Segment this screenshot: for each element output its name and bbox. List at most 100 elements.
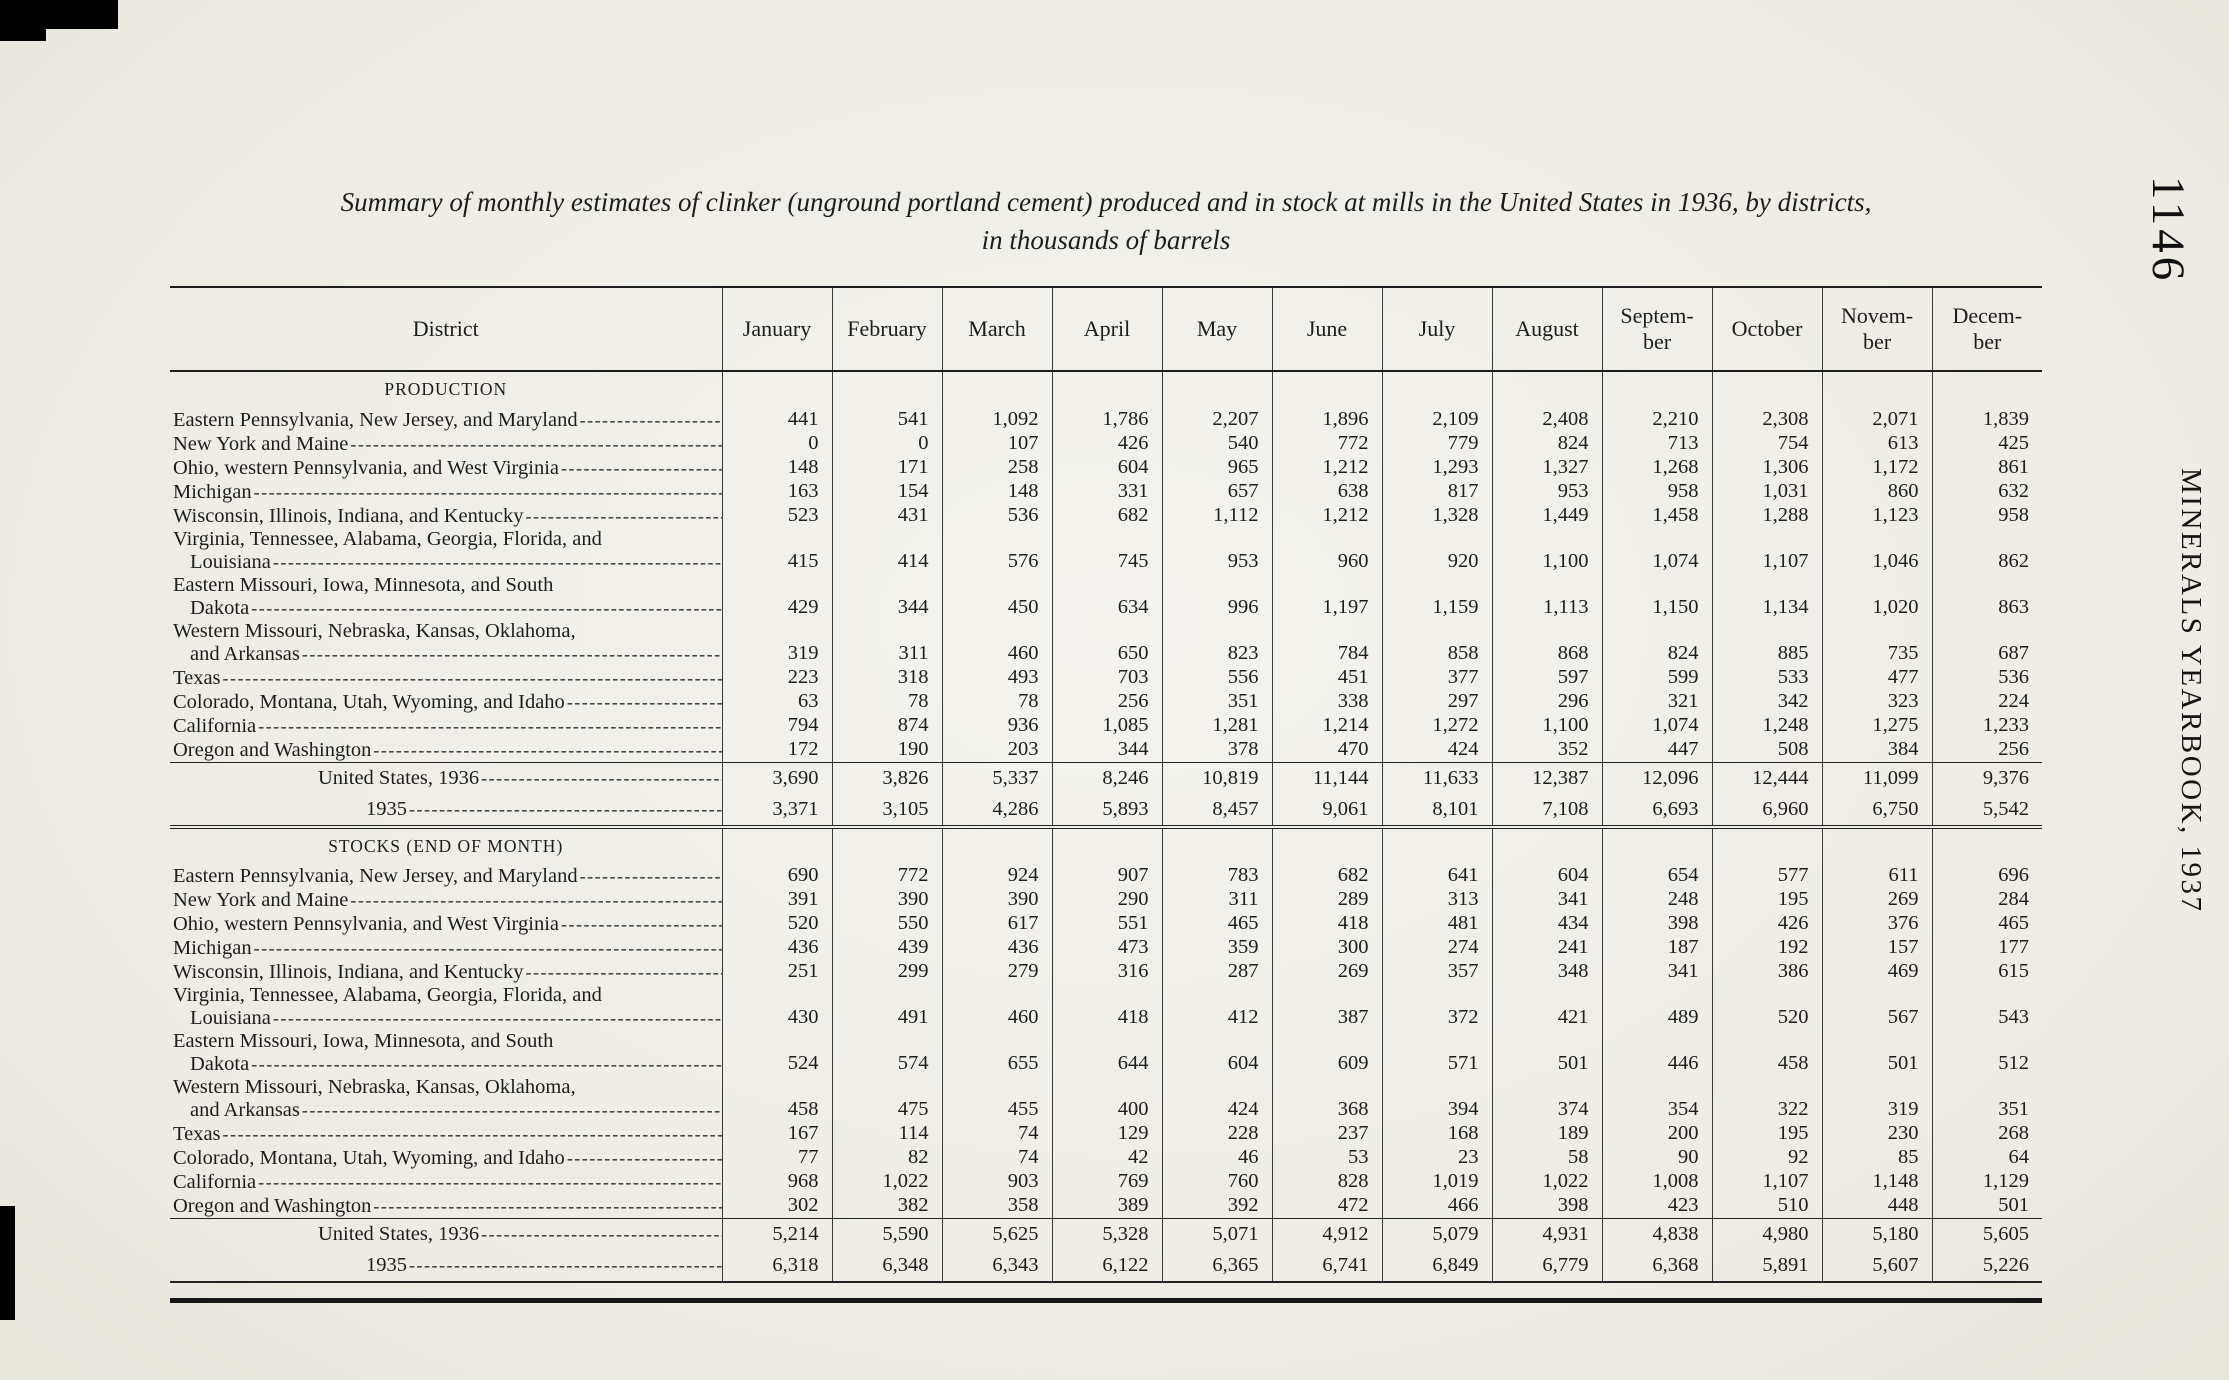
- value-cell: 1,092: [941, 407, 1052, 432]
- value-cell: 466: [1381, 1193, 1492, 1219]
- section-heading: STOCKS (END OF MONTH): [328, 835, 564, 856]
- value-cell: 655: [941, 1029, 1052, 1076]
- table-title: Summary of monthly estimates of clinker …: [170, 184, 2042, 260]
- totals-value-cell: 5,214: [721, 1217, 832, 1250]
- district-row: Wisconsin, Illinois, Indiana, and Kentuc…: [170, 959, 2042, 984]
- value-cell: 287: [1161, 959, 1272, 984]
- dotted-leader: [559, 457, 722, 480]
- district-name-line1: Eastern Missouri, Iowa, Minnesota, and S…: [173, 1029, 554, 1052]
- column-header-month: Decem-ber: [1931, 285, 2042, 372]
- totals-value-cell: 7,108: [1491, 793, 1602, 829]
- value-cell: 415: [721, 527, 832, 574]
- value-cell: 321: [1601, 689, 1712, 714]
- district-name-cell: Wisconsin, Illinois, Indiana, and Kentuc…: [170, 504, 722, 528]
- value-cell: 491: [831, 983, 942, 1030]
- value-cell: 489: [1601, 983, 1712, 1030]
- value-cell: 384: [1821, 737, 1932, 763]
- totals-value-cell: 6,779: [1491, 1249, 1602, 1283]
- value-cell: 772: [1271, 431, 1382, 456]
- value-cell: 284: [1931, 887, 2042, 912]
- value-cell: 251: [721, 959, 832, 984]
- dotted-leader: [249, 597, 721, 620]
- dotted-leader: [559, 913, 722, 936]
- value-cell: 599: [1601, 665, 1712, 690]
- table-title-line1: Summary of monthly estimates of clinker …: [340, 187, 1872, 217]
- dotted-leader: [221, 1123, 722, 1146]
- value-cell: 78: [831, 689, 942, 714]
- value-cell: 1,197: [1271, 573, 1382, 620]
- scan-artifact-bottom-left: [0, 1206, 15, 1320]
- value-cell: 316: [1051, 959, 1162, 984]
- totals-value-cell: 5,542: [1931, 793, 2042, 829]
- value-cell: 338: [1271, 689, 1382, 714]
- value-cell: 1,288: [1711, 503, 1822, 528]
- value-cell: 1,008: [1601, 1169, 1712, 1194]
- district-name-cell: Eastern Missouri, Iowa, Minnesota, and S…: [170, 1030, 722, 1076]
- column-header-district: District: [170, 285, 722, 372]
- column-header-month: February: [831, 285, 942, 372]
- value-cell: 1,896: [1271, 407, 1382, 432]
- value-cell: 189: [1491, 1121, 1602, 1146]
- column-header-month: June: [1271, 285, 1382, 372]
- column-header-month: March: [941, 285, 1052, 372]
- value-cell: 436: [721, 935, 832, 960]
- value-cell: 907: [1051, 863, 1162, 888]
- value-cell: 924: [941, 863, 1052, 888]
- value-cell: 77: [721, 1145, 832, 1170]
- empty-cell: [1051, 826, 1162, 864]
- empty-cell: [1931, 826, 2042, 864]
- value-cell: 322: [1711, 1075, 1822, 1122]
- value-cell: 1,020: [1821, 573, 1932, 620]
- totals-value-cell: 6,960: [1711, 793, 1822, 829]
- value-cell: 78: [941, 689, 1052, 714]
- value-cell: 378: [1161, 737, 1272, 763]
- totals-value-cell: 11,144: [1271, 761, 1382, 794]
- totals-value-cell: 5,605: [1931, 1217, 2042, 1250]
- value-cell: 154: [831, 479, 942, 504]
- value-cell: 400: [1051, 1075, 1162, 1122]
- value-cell: 779: [1381, 431, 1492, 456]
- district-name-cell: Virginia, Tennessee, Alabama, Georgia, F…: [170, 984, 722, 1030]
- value-cell: 2,308: [1711, 407, 1822, 432]
- value-cell: 868: [1491, 619, 1602, 666]
- totals-label-cell: United States, 1936: [170, 1217, 722, 1250]
- value-cell: 508: [1711, 737, 1822, 763]
- totals-value-cell: 6,849: [1381, 1249, 1492, 1283]
- value-cell: 1,134: [1711, 573, 1822, 620]
- value-cell: 107: [941, 431, 1052, 456]
- value-cell: 745: [1051, 527, 1162, 574]
- value-cell: 510: [1711, 1193, 1822, 1219]
- value-cell: 268: [1931, 1121, 2042, 1146]
- district-name-cell: Western Missouri, Nebraska, Kansas, Okla…: [170, 1076, 722, 1122]
- value-cell: 960: [1271, 527, 1382, 574]
- value-cell: 387: [1271, 983, 1382, 1030]
- value-cell: 1,172: [1821, 455, 1932, 480]
- dotted-leader: [252, 481, 722, 504]
- totals-value-cell: 4,980: [1711, 1217, 1822, 1250]
- value-cell: 824: [1601, 619, 1712, 666]
- totals-value-cell: 6,318: [721, 1249, 832, 1283]
- column-header-month: January: [721, 285, 832, 372]
- district-name-cell: Oregon and Washington: [170, 1194, 722, 1219]
- value-cell: 682: [1051, 503, 1162, 528]
- value-cell: 92: [1711, 1145, 1822, 1170]
- value-cell: 200: [1601, 1121, 1712, 1146]
- section-heading-row: STOCKS (END OF MONTH): [170, 826, 2042, 864]
- dotted-leader: [523, 505, 721, 528]
- value-cell: 520: [1711, 983, 1822, 1030]
- district-row: Wisconsin, Illinois, Indiana, and Kentuc…: [170, 503, 2042, 528]
- value-cell: 634: [1051, 573, 1162, 620]
- value-cell: 644: [1051, 1029, 1162, 1076]
- district-name-text: Wisconsin, Illinois, Indiana, and Kentuc…: [173, 960, 524, 983]
- district-name-cell: Eastern Missouri, Iowa, Minnesota, and S…: [170, 574, 722, 620]
- value-cell: 953: [1161, 527, 1272, 574]
- value-cell: 224: [1931, 689, 2042, 714]
- totals-value-cell: 6,122: [1051, 1249, 1162, 1283]
- value-cell: 654: [1601, 863, 1712, 888]
- value-cell: 391: [721, 887, 832, 912]
- value-cell: 425: [1931, 431, 2042, 456]
- totals-row: United States, 19365,2145,5905,6255,3285…: [170, 1217, 2042, 1250]
- value-cell: 632: [1931, 479, 2042, 504]
- scan-artifact-top-left-2: [0, 29, 46, 41]
- value-cell: 296: [1491, 689, 1602, 714]
